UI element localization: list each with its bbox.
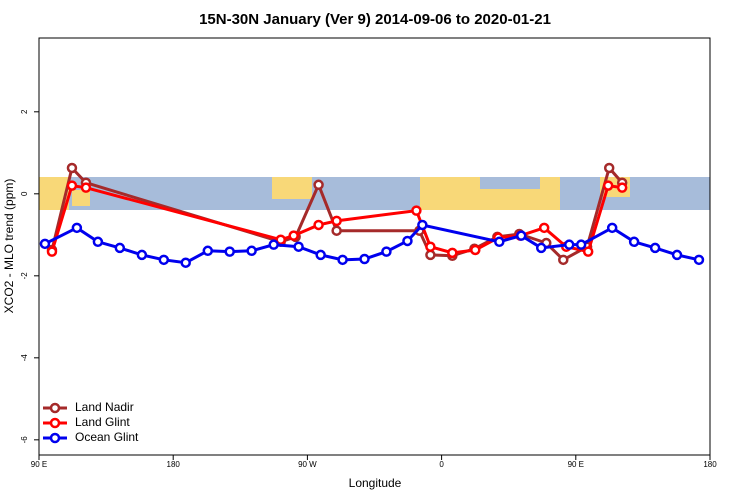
point	[46, 246, 58, 257]
series-line	[44, 223, 700, 265]
point	[563, 239, 575, 250]
point	[602, 180, 614, 191]
point	[313, 179, 324, 191]
legend-label: Land Glint	[75, 415, 130, 429]
point	[649, 242, 661, 254]
point	[582, 246, 594, 257]
y-tick-label: -4	[20, 354, 29, 362]
x-tick-label: 180	[167, 460, 181, 469]
point	[558, 254, 569, 266]
point	[246, 245, 257, 257]
point	[66, 162, 78, 174]
point	[359, 253, 370, 265]
y-tick-label: -2	[20, 272, 29, 280]
x-axis-label: Longitude	[349, 476, 402, 490]
x-tick-label: 90 E	[31, 460, 47, 469]
point	[606, 222, 618, 234]
x-tick-label: 90 E	[568, 460, 584, 469]
point	[603, 162, 615, 174]
point	[158, 254, 170, 266]
x-tick-label: 0	[439, 460, 444, 469]
point	[202, 245, 214, 257]
point	[538, 222, 550, 234]
point	[425, 241, 436, 252]
point	[288, 230, 299, 241]
point	[628, 236, 640, 248]
point	[224, 246, 235, 257]
point	[337, 254, 348, 266]
y-tick-label: 2	[20, 109, 29, 114]
point	[470, 244, 481, 256]
point	[402, 235, 413, 247]
y-tick-label: -6	[20, 436, 29, 444]
point	[515, 230, 527, 241]
x-tick-label: 180	[703, 460, 717, 469]
point	[381, 246, 392, 257]
point	[671, 249, 683, 261]
point	[535, 242, 547, 254]
point	[331, 215, 342, 227]
point	[417, 219, 428, 231]
point	[313, 219, 324, 231]
point	[425, 249, 436, 261]
plot-frame	[38, 37, 711, 456]
point	[71, 222, 83, 234]
chart-title: 15N-30N January (Ver 9) 2014-09-06 to 20…	[199, 11, 551, 28]
point	[494, 236, 505, 248]
legend-marker	[49, 432, 61, 444]
legend-label: Ocean Glint	[75, 430, 139, 444]
legend-marker	[49, 402, 61, 414]
legend-label: Land Nadir	[75, 400, 134, 414]
y-axis-label: XCO2 - MLO trend (ppm)	[2, 179, 16, 314]
legend-marker	[49, 417, 61, 429]
point	[315, 249, 326, 261]
point	[114, 242, 126, 254]
point	[180, 257, 191, 268]
point	[293, 241, 304, 252]
point	[39, 238, 51, 250]
point	[136, 249, 148, 261]
point	[80, 182, 92, 193]
point	[331, 225, 342, 236]
point	[411, 205, 422, 216]
point	[575, 239, 587, 250]
x-tick-label: 90 W	[298, 460, 317, 469]
y-tick-label: 0	[20, 191, 29, 196]
point	[92, 236, 104, 248]
point	[66, 180, 78, 191]
point	[616, 182, 628, 193]
point	[268, 239, 279, 250]
point	[447, 247, 458, 259]
point	[693, 254, 705, 266]
